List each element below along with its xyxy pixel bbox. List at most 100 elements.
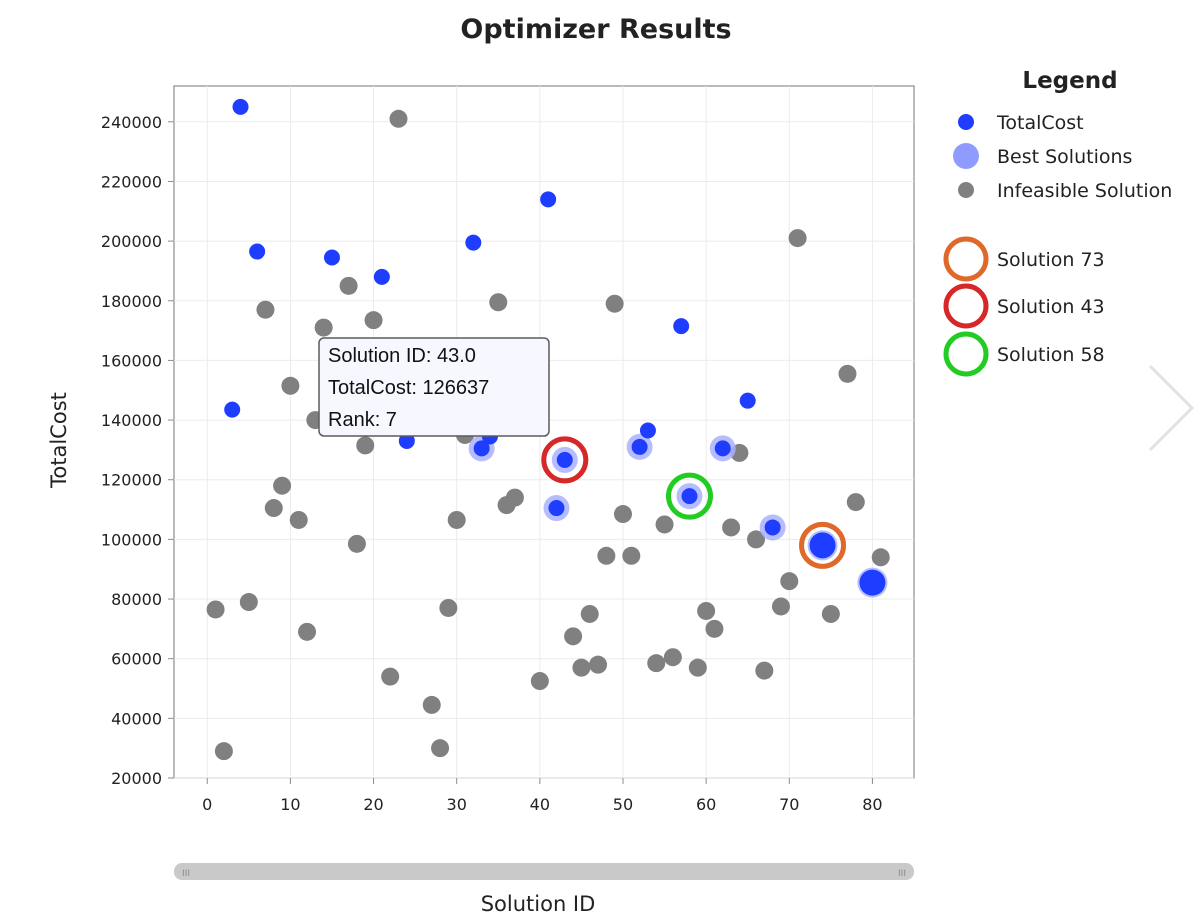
infeasible-point bbox=[564, 627, 583, 646]
infeasible-point bbox=[747, 530, 766, 549]
legend-marker-best-solutions bbox=[953, 143, 979, 169]
tooltip-line: TotalCost: 126637 bbox=[328, 377, 489, 399]
legend-marker-solution-73 bbox=[943, 236, 989, 282]
totalcost-point bbox=[739, 392, 756, 409]
infeasible-point bbox=[688, 658, 707, 677]
infeasible-point bbox=[273, 476, 292, 495]
best-solution-point bbox=[809, 532, 836, 559]
infeasible-point bbox=[347, 534, 366, 553]
infeasible-point bbox=[780, 572, 799, 591]
best-solution-point bbox=[473, 440, 490, 457]
y-axis: 20000 40000 60000 80000 100000 120000 140000 16… bbox=[101, 113, 174, 788]
y-tick-label: 240000 bbox=[101, 113, 162, 132]
scrollbar-grip-left: III bbox=[182, 869, 190, 879]
infeasible-point bbox=[530, 672, 549, 691]
legend-label: Solution 43 bbox=[997, 296, 1105, 318]
legend-marker-solution-58 bbox=[943, 331, 989, 377]
infeasible-point bbox=[697, 601, 716, 620]
infeasible-point bbox=[298, 622, 317, 641]
infeasible-point bbox=[364, 311, 383, 330]
legend-marker-infeasible bbox=[958, 182, 974, 198]
infeasible-point bbox=[771, 597, 790, 616]
infeasible-point bbox=[447, 510, 466, 529]
highlight-ring bbox=[541, 436, 589, 484]
y-tick-label: 40000 bbox=[111, 709, 162, 728]
infeasible-point bbox=[846, 493, 865, 512]
x-tick-label: 20 bbox=[363, 795, 383, 814]
horizontal-scrollbar[interactable]: III III bbox=[174, 863, 914, 880]
infeasible-point bbox=[381, 667, 400, 686]
highlight-ring bbox=[799, 521, 847, 569]
totalcost-point bbox=[398, 432, 415, 449]
chevron-right-icon[interactable] bbox=[1140, 360, 1197, 460]
totalcost-point bbox=[323, 249, 340, 266]
infeasible-point bbox=[489, 293, 508, 312]
infeasible-point bbox=[622, 546, 641, 565]
legend-label: Infeasible Solution bbox=[997, 180, 1172, 202]
x-axis: 0 10 20 30 40 50 60 70 80 bbox=[202, 778, 883, 814]
best-solution-point bbox=[681, 488, 698, 505]
infeasible-point bbox=[647, 654, 666, 673]
grid-lines bbox=[174, 86, 914, 779]
y-tick-label: 120000 bbox=[101, 471, 162, 490]
infeasible-point bbox=[589, 655, 608, 674]
x-tick-label: 60 bbox=[696, 795, 716, 814]
x-tick-label: 0 bbox=[202, 795, 212, 814]
infeasible-point bbox=[239, 593, 258, 612]
infeasible-point bbox=[214, 742, 233, 761]
y-axis-label: TotalCost bbox=[47, 392, 71, 489]
infeasible-point bbox=[663, 648, 682, 667]
infeasible-point bbox=[206, 600, 225, 619]
infeasible-point bbox=[281, 376, 300, 395]
y-tick-label: 20000 bbox=[111, 769, 162, 788]
legend: Legend TotalCost Best Solutions Infeasib… bbox=[943, 68, 1172, 377]
infeasible-point bbox=[605, 294, 624, 313]
highlight-rings bbox=[541, 436, 847, 569]
totalcost-point bbox=[540, 191, 557, 208]
best-solution-point bbox=[714, 440, 731, 457]
best-solution-point bbox=[859, 569, 886, 596]
y-tick-label: 220000 bbox=[101, 172, 162, 191]
chart-title: Optimizer Results bbox=[460, 14, 731, 45]
y-tick-label: 140000 bbox=[101, 411, 162, 430]
infeasible-point bbox=[505, 488, 524, 507]
infeasible-point bbox=[289, 510, 308, 529]
infeasible-point bbox=[705, 619, 724, 638]
tooltip-line: Solution ID: 43.0 bbox=[328, 345, 476, 367]
totalcost-point bbox=[224, 401, 241, 418]
y-tick-label: 60000 bbox=[111, 650, 162, 669]
data-points[interactable] bbox=[206, 98, 890, 761]
highlight-ring bbox=[666, 472, 714, 520]
y-tick-label: 80000 bbox=[111, 590, 162, 609]
totalcost-point bbox=[639, 422, 656, 439]
totalcost-point bbox=[249, 243, 266, 260]
infeasible-point bbox=[838, 364, 857, 383]
legend-title: Legend bbox=[1022, 68, 1117, 94]
y-tick-label: 160000 bbox=[101, 351, 162, 370]
infeasible-point bbox=[788, 229, 807, 248]
x-tick-label: 50 bbox=[613, 795, 633, 814]
infeasible-point bbox=[422, 695, 441, 714]
infeasible-point bbox=[431, 739, 450, 758]
legend-marker-solution-43 bbox=[943, 283, 989, 329]
x-tick-label: 70 bbox=[779, 795, 799, 814]
x-tick-label: 80 bbox=[862, 795, 882, 814]
y-tick-label: 100000 bbox=[101, 530, 162, 549]
totalcost-point bbox=[232, 98, 249, 115]
legend-marker-totalcost bbox=[958, 114, 974, 130]
tooltip-line: Rank: 7 bbox=[328, 409, 397, 431]
scrollbar-thumb[interactable] bbox=[174, 863, 914, 880]
infeasible-point bbox=[597, 546, 616, 565]
tooltip-box bbox=[318, 337, 550, 437]
infeasible-point bbox=[314, 318, 333, 337]
y-tick-label: 180000 bbox=[101, 292, 162, 311]
infeasible-point bbox=[264, 499, 283, 518]
infeasible-point bbox=[821, 604, 840, 623]
x-tick-label: 30 bbox=[447, 795, 467, 814]
totalcost-point bbox=[673, 318, 690, 335]
infeasible-point bbox=[439, 598, 458, 617]
x-tick-label: 40 bbox=[530, 795, 550, 814]
infeasible-point bbox=[256, 300, 275, 319]
infeasible-point bbox=[580, 604, 599, 623]
